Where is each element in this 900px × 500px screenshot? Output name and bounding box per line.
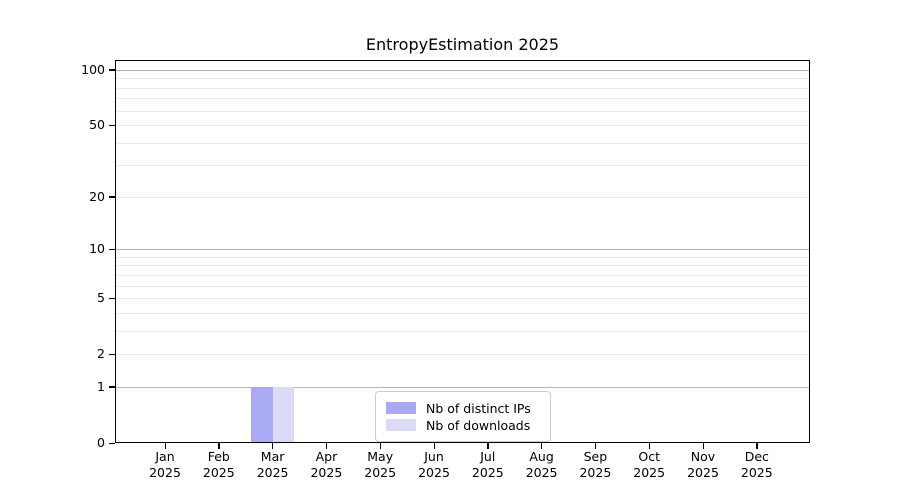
y-tick-label: 20 <box>89 188 105 204</box>
y-tick <box>109 248 115 250</box>
x-tick-label: Dec 2025 <box>740 449 773 480</box>
gridline-minor <box>115 110 810 112</box>
bar-nb-of-downloads <box>272 386 295 443</box>
legend-label-downloads: Nb of downloads <box>426 417 531 433</box>
legend-label-distinct-ips: Nb of distinct IPs <box>426 400 531 416</box>
gridline-minor <box>115 354 810 356</box>
y-tick <box>109 196 115 198</box>
chart-title: EntropyEstimation 2025 <box>365 35 560 54</box>
gridline-minor <box>115 165 810 167</box>
gridline-major <box>115 69 810 71</box>
gridline-minor <box>115 125 810 127</box>
gridline-minor <box>115 87 810 89</box>
y-tick-label: 50 <box>89 117 105 133</box>
gridline-minor <box>115 330 810 332</box>
gridline-minor <box>115 98 810 100</box>
legend-swatch-downloads <box>386 419 416 431</box>
y-tick <box>109 353 115 355</box>
bar-nb-of-distinct-ips <box>251 386 273 443</box>
grid-layer <box>115 60 810 443</box>
legend-swatch-distinct-ips <box>386 402 416 414</box>
x-tick <box>433 443 435 449</box>
y-tick-label: 100 <box>81 61 105 77</box>
gridline-minor <box>115 78 810 80</box>
x-tick <box>325 443 328 449</box>
legend-entry-distinct-ips: Nb of distinct IPs <box>386 400 540 416</box>
plot-area: 0 1 2 5 10 20 50 100 Jan 2025 Feb 2025 Mar 2025 Apr… <box>81 60 810 480</box>
gridline-minor <box>115 142 810 144</box>
gridline-minor <box>115 285 810 287</box>
x-tick <box>164 443 166 449</box>
x-tick-label: Mar 2025 <box>256 449 289 480</box>
x-tick <box>379 443 381 449</box>
x-tick-label: Nov 2025 <box>687 449 719 480</box>
x-tick-label: Oct 2025 <box>633 449 666 480</box>
y-tick <box>109 386 115 388</box>
gridline-minor <box>115 196 810 198</box>
y-tick <box>109 124 115 126</box>
x-tick <box>272 443 274 449</box>
gridline-minor <box>115 256 810 258</box>
x-tick <box>218 443 220 449</box>
legend-entry-downloads: Nb of downloads <box>386 417 540 433</box>
gridline-minor <box>115 298 810 300</box>
y-tick-label: 5 <box>97 290 105 306</box>
gridline-major <box>115 386 810 388</box>
x-tick-label: Feb 2025 <box>202 449 235 480</box>
y-tick <box>109 69 115 71</box>
x-tick-label: Jan 2025 <box>149 449 181 480</box>
bar-layer <box>115 60 810 443</box>
gridline-minor <box>115 274 810 276</box>
gridline-major <box>115 249 810 251</box>
x-tick <box>756 443 758 449</box>
y-tick <box>109 297 115 299</box>
gridline-minor <box>115 265 810 267</box>
y-tick <box>109 442 115 444</box>
x-tick-label: Jul 2025 <box>471 449 504 480</box>
x-tick-label: Sep 2025 <box>579 449 612 480</box>
x-tick-label: May 2025 <box>364 449 397 480</box>
y-tick-label: 1 <box>97 378 105 394</box>
x-tick <box>541 443 543 449</box>
legend: Nb of distinct IPs Nb of downloads <box>375 391 551 442</box>
y-tick-label: 10 <box>89 241 105 257</box>
x-tick <box>594 443 597 449</box>
x-tick <box>648 443 650 449</box>
y-tick-label: 0 <box>97 435 105 450</box>
y-tick-label: 2 <box>97 346 105 362</box>
x-tick-label: Apr 2025 <box>310 449 343 480</box>
x-tick <box>702 443 704 449</box>
x-tick <box>487 443 489 449</box>
gridline-minor <box>115 312 810 314</box>
x-tick-label: Jun 2025 <box>418 449 450 480</box>
x-tick-label: Aug 2025 <box>525 449 558 480</box>
